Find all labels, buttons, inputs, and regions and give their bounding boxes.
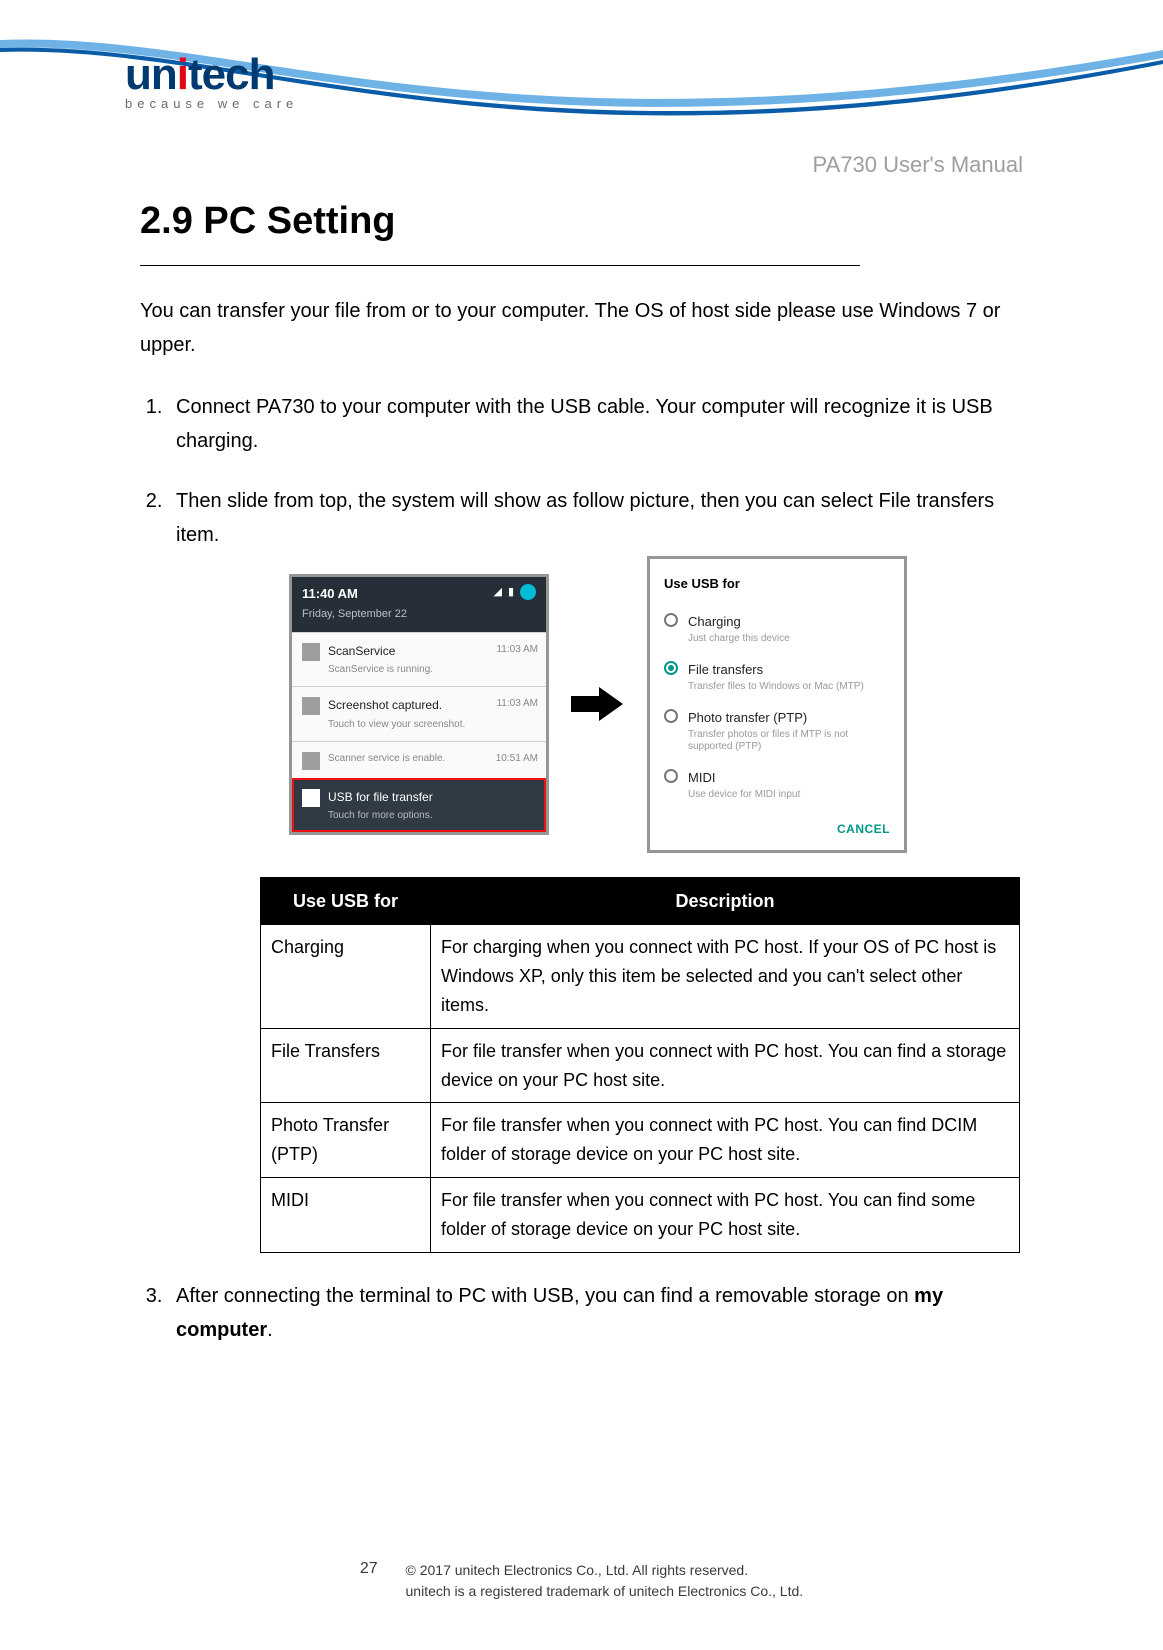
option-label: File transfers: [688, 659, 864, 681]
table-cell-right: For file transfer when you connect with …: [431, 1103, 1020, 1178]
notification-row: ScanService ScanService is running. 11:0…: [292, 632, 546, 686]
step-3: After connecting the terminal to PC with…: [168, 1279, 1020, 1347]
option-desc: Transfer photos or files if MTP is not s…: [688, 729, 890, 753]
option-label: MIDI: [688, 767, 800, 789]
notification-time: 11:03 AM: [496, 695, 538, 712]
step-1: Connect PA730 to your computer with the …: [168, 390, 1020, 458]
table-cell-left: Photo Transfer (PTP): [261, 1103, 431, 1178]
page: unitech because we care PA730 User's Man…: [0, 0, 1163, 1650]
arrow-right-icon: [571, 687, 625, 721]
notification-sub: Touch to view your screenshot.: [328, 716, 465, 733]
phone-screenshot-usb-dialog: Use USB for Charging Just charge this de…: [647, 556, 907, 853]
radio-icon: [664, 709, 678, 723]
footer-line-1: © 2017 unitech Electronics Co., Ltd. All…: [406, 1562, 749, 1578]
radio-icon-selected: [664, 661, 678, 675]
table-cell-left: File Transfers: [261, 1028, 431, 1103]
intro-paragraph: You can transfer your file from or to yo…: [140, 294, 1020, 362]
section-rule: [140, 265, 860, 266]
usb-option-ptp: Photo transfer (PTP) Transfer photos or …: [650, 701, 904, 761]
table-row: Charging For charging when you connect w…: [261, 925, 1020, 1028]
notification-title: Screenshot captured.: [328, 695, 465, 715]
radio-icon: [664, 613, 678, 627]
page-number: 27: [360, 1560, 378, 1578]
phone1-status-icons: ◢ ▮: [493, 583, 536, 602]
avatar-icon: [520, 584, 536, 600]
notification-time: 10:51 AM: [496, 750, 538, 767]
phone-screenshot-notifications: ◢ ▮ 11:40 AM Friday, September 22 ScanSe…: [289, 574, 549, 835]
logo-tagline: because we care: [125, 96, 298, 111]
step-2-text: Then slide from top, the system will sho…: [176, 490, 994, 546]
table-header-left: Use USB for: [261, 877, 431, 925]
notification-time: 11:03 AM: [496, 641, 538, 658]
option-label: Charging: [688, 611, 790, 633]
notification-title: ScanService: [328, 641, 433, 661]
dialog-header: Use USB for: [650, 565, 904, 605]
usb-option-file-transfers: File transfers Transfer files to Windows…: [650, 653, 904, 701]
usb-icon: [302, 789, 320, 807]
phone-screenshots-row: ◢ ▮ 11:40 AM Friday, September 22 ScanSe…: [176, 556, 1020, 853]
logo: unitech because we care: [125, 50, 298, 111]
table-cell-right: For file transfer when you connect with …: [431, 1178, 1020, 1253]
phone1-date: Friday, September 22: [302, 605, 536, 624]
table-row: Photo Transfer (PTP) For file transfer w…: [261, 1103, 1020, 1178]
table-row: MIDI For file transfer when you connect …: [261, 1178, 1020, 1253]
option-desc: Use device for MIDI input: [688, 789, 800, 801]
logo-text-dot: i: [177, 50, 188, 99]
step-2: Then slide from top, the system will sho…: [168, 484, 1020, 1253]
option-label: Photo transfer (PTP): [688, 707, 890, 729]
notification-row: Scanner service is enable. 10:51 AM: [292, 741, 546, 778]
screenshot-icon: [302, 697, 320, 715]
table-cell-left: MIDI: [261, 1178, 431, 1253]
steps-list: Connect PA730 to your computer with the …: [140, 390, 1020, 1347]
signal-icon: ◢: [493, 583, 501, 602]
footer: 27 © 2017 unitech Electronics Co., Ltd. …: [0, 1560, 1163, 1602]
section-heading: 2.9 PC Setting: [140, 200, 1020, 243]
table-header-right: Description: [431, 877, 1020, 925]
cancel-button: CANCEL: [650, 809, 904, 849]
radio-icon: [664, 769, 678, 783]
notification-sub: ScanService is running.: [328, 661, 433, 678]
notification-sub: Touch for more options.: [328, 807, 433, 824]
notification-row-usb: USB for file transfer Touch for more opt…: [292, 778, 546, 832]
scanner-icon: [302, 752, 320, 770]
step-3-text-c: .: [267, 1319, 273, 1341]
logo-wordmark: unitech: [125, 50, 298, 100]
battery-icon: ▮: [508, 583, 514, 602]
footer-lines: © 2017 unitech Electronics Co., Ltd. All…: [406, 1560, 804, 1602]
option-desc: Transfer files to Windows or Mac (MTP): [688, 681, 864, 693]
notification-sub: Scanner service is enable.: [328, 750, 445, 767]
table-cell-left: Charging: [261, 925, 431, 1028]
usb-options-table: Use USB for Description Charging For cha…: [260, 877, 1020, 1253]
content: 2.9 PC Setting You can transfer your fil…: [140, 200, 1020, 1373]
logo-text-post: tech: [188, 50, 274, 99]
app-icon: [302, 643, 320, 661]
table-cell-right: For charging when you connect with PC ho…: [431, 925, 1020, 1028]
notification-title: USB for file transfer: [328, 787, 433, 807]
table-row: File Transfers For file transfer when yo…: [261, 1028, 1020, 1103]
logo-text-pre: un: [125, 50, 177, 99]
notification-row: Screenshot captured. Touch to view your …: [292, 686, 546, 740]
step-3-text-a: After connecting the terminal to PC with…: [176, 1285, 914, 1307]
usb-option-charging: Charging Just charge this device: [650, 605, 904, 653]
phone1-statusbar: ◢ ▮ 11:40 AM Friday, September 22: [292, 577, 546, 632]
usb-option-midi: MIDI Use device for MIDI input: [650, 761, 904, 809]
footer-line-2: unitech is a registered trademark of uni…: [406, 1583, 804, 1599]
doc-title: PA730 User's Manual: [813, 152, 1023, 178]
table-cell-right: For file transfer when you connect with …: [431, 1028, 1020, 1103]
option-desc: Just charge this device: [688, 633, 790, 645]
